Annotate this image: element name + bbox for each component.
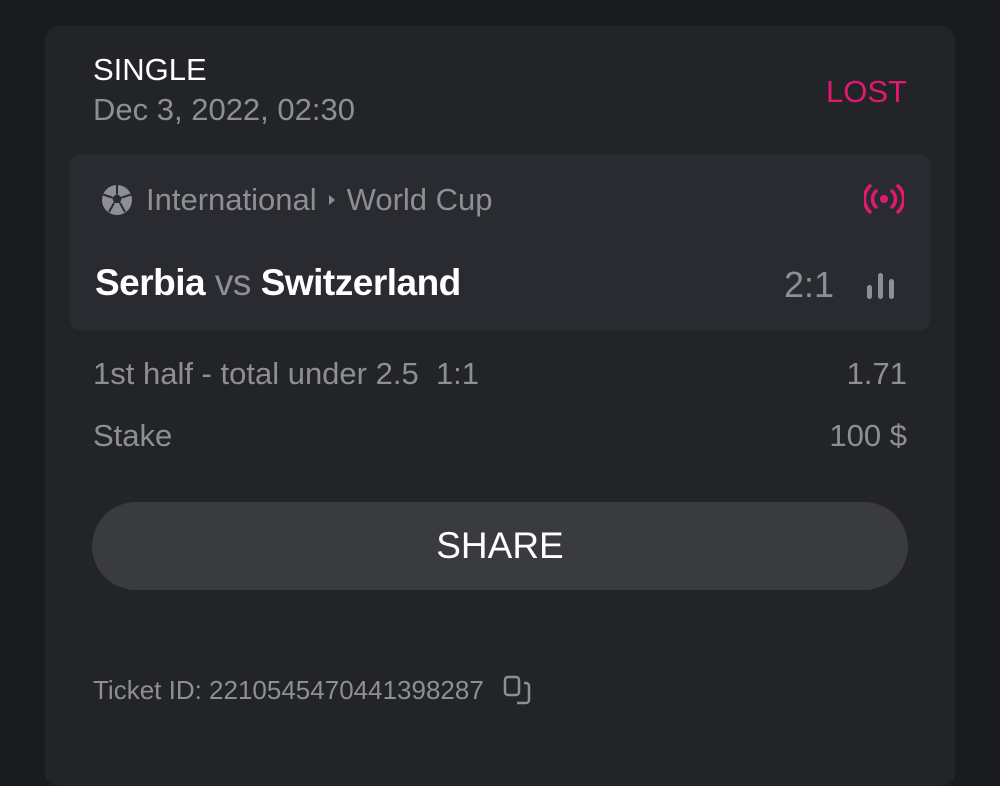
home-team: Serbia xyxy=(95,262,206,303)
ticket-id: Ticket ID: 2210545470441398287 xyxy=(93,674,534,706)
match-score: 2:1 xyxy=(783,264,834,305)
category-label: International xyxy=(146,182,317,217)
stake-row: Stake 100 $ xyxy=(93,418,907,454)
bet-type: SINGLE xyxy=(93,52,207,87)
status-badge: LOST xyxy=(826,74,907,109)
live-broadcast-icon xyxy=(864,184,904,214)
league-label: World Cup xyxy=(346,182,493,217)
caret-right-icon xyxy=(328,195,335,205)
bar-chart-icon[interactable] xyxy=(864,271,898,301)
bet-card: SINGLE Dec 3, 2022, 02:30 LOST Internati… xyxy=(45,26,955,786)
match-teams: Serbia vs Switzerland xyxy=(95,262,461,304)
selection-row: 1st half - total under 2.5 1:1 1.71 xyxy=(93,356,907,392)
bet-date: Dec 3, 2022, 02:30 xyxy=(93,92,355,127)
copy-icon[interactable] xyxy=(502,674,534,706)
breadcrumb: International World Cup xyxy=(100,182,493,218)
event-panel[interactable]: International World Cup Serbia vs Switze… xyxy=(70,154,930,330)
market-label: 1st half - total under 2.5 xyxy=(93,356,419,391)
market-score: 1:1 xyxy=(435,356,480,391)
odds-value: 1.71 xyxy=(846,356,907,391)
stake-label: Stake xyxy=(93,418,173,453)
stake-value: 100 $ xyxy=(829,418,907,453)
away-team: Switzerland xyxy=(260,262,462,303)
vs-label: vs xyxy=(214,262,252,303)
share-button[interactable]: SHARE xyxy=(92,502,908,590)
soccer-ball-icon xyxy=(102,185,132,215)
ticket-id-label: Ticket ID: 2210545470441398287 xyxy=(93,674,484,705)
